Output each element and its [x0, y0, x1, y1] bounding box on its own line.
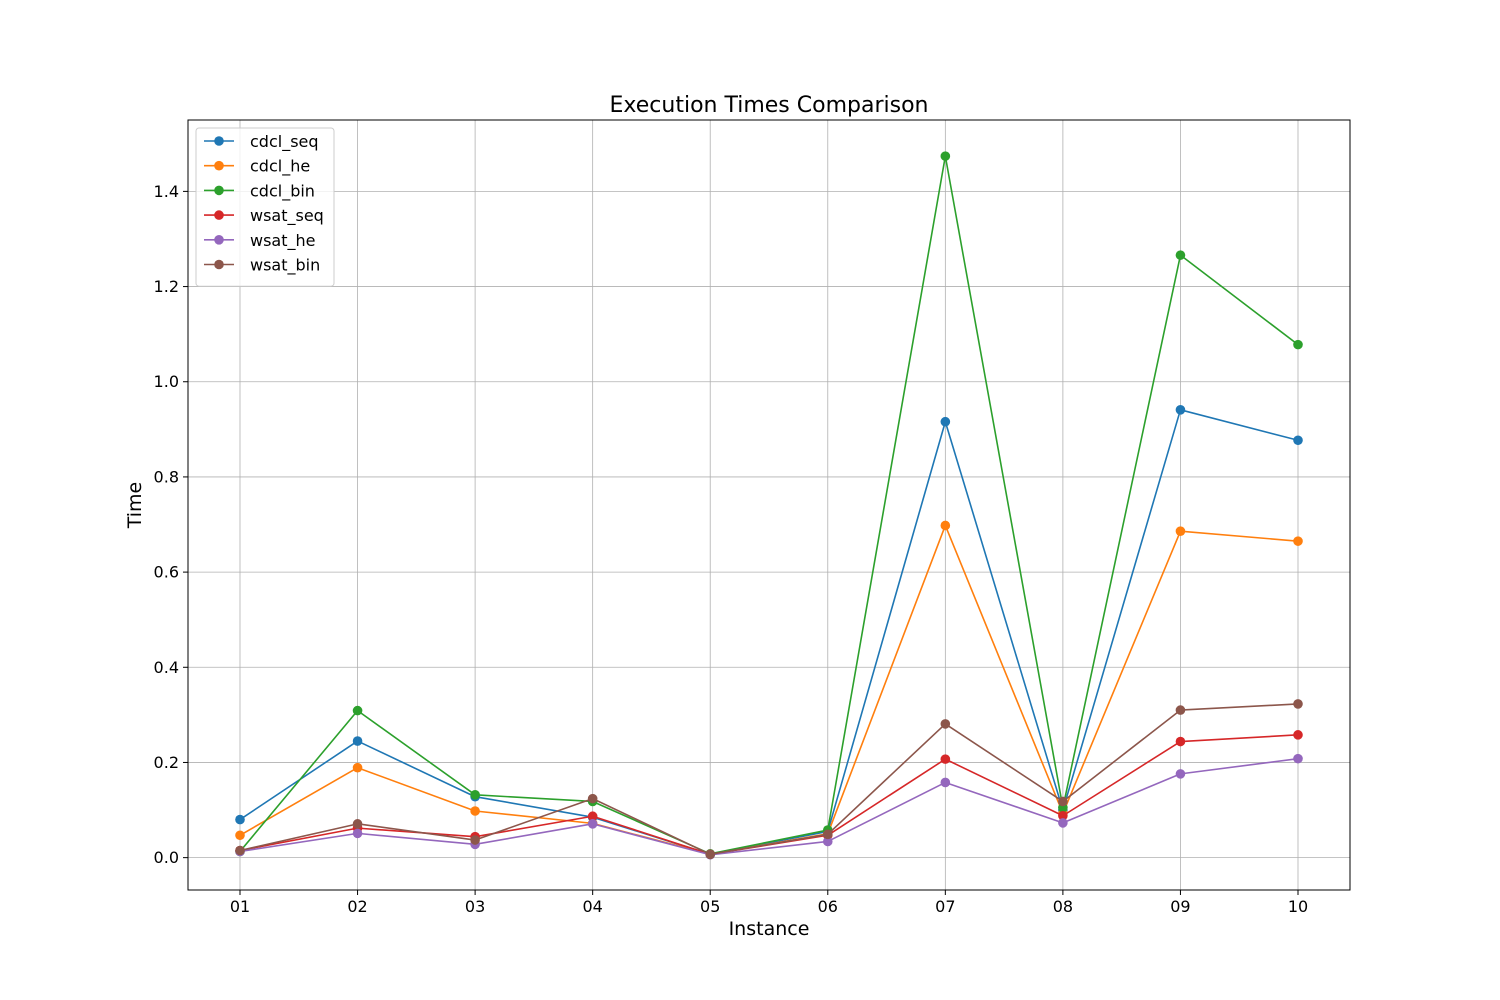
x-tick-label: 02	[347, 897, 367, 916]
data-point-cdcl_seq	[940, 416, 951, 427]
data-point-wsat_seq	[1175, 736, 1186, 747]
axis-ticks: 01 02 03 04 05 06 07 08 09 10 0.0 0.2 0.4 0.6 0.8 1.0 1.…	[154, 182, 1309, 916]
data-point-wsat_he	[940, 777, 951, 788]
data-point-wsat_bin	[705, 849, 716, 860]
data-point-wsat_bin	[940, 719, 951, 729]
data-point-cdcl_he	[940, 520, 951, 531]
legend-label-wsat_bin: wsat_bin	[250, 256, 320, 276]
x-tick-label: 05	[700, 897, 720, 916]
x-tick-label: 04	[582, 897, 602, 916]
legend-label-cdcl_seq: cdcl_seq	[250, 132, 319, 152]
legend-marker-wsat_bin	[214, 259, 224, 270]
data-point-wsat_he	[1175, 769, 1186, 779]
plot-frame	[187, 119, 1351, 891]
data-point-cdcl_bin	[352, 705, 363, 716]
data-point-cdcl_seq	[1175, 405, 1186, 415]
data-point-cdcl_seq	[352, 736, 363, 746]
x-tick-label: 03	[465, 897, 485, 916]
data-point-cdcl_bin	[470, 790, 480, 800]
data-point-wsat_seq	[940, 754, 951, 764]
data-point-cdcl_seq	[235, 814, 245, 825]
legend-marker-cdcl_seq	[214, 136, 224, 146]
series-line-wsat_he	[239, 757, 1299, 856]
data-point-cdcl_bin	[940, 151, 951, 161]
series-layer	[235, 151, 1303, 860]
x-tick-label: 01	[230, 897, 250, 916]
x-tick-label: 09	[1170, 897, 1190, 916]
legend-label-wsat_he: wsat_he	[250, 231, 315, 251]
legend-marker-wsat_he	[214, 235, 224, 245]
y-tick-label: 0.2	[154, 753, 179, 772]
data-point-wsat_bin	[352, 819, 363, 829]
data-point-cdcl_he	[470, 806, 480, 816]
data-point-wsat_bin	[1293, 699, 1303, 709]
x-tick-label: 10	[1288, 897, 1308, 916]
x-tick-label: 08	[1053, 897, 1073, 916]
series-line-cdcl_bin	[239, 155, 1299, 855]
data-point-cdcl_he	[235, 830, 245, 841]
data-point-wsat_bin	[470, 835, 480, 845]
x-axis-label: Instance	[729, 918, 810, 940]
data-point-wsat_he	[822, 836, 833, 847]
y-tick-label: 0.4	[154, 658, 179, 677]
legend-label-cdcl_he: cdcl_he	[250, 157, 310, 177]
legend-label-cdcl_bin: cdcl_bin	[250, 181, 315, 201]
data-point-wsat_seq	[587, 811, 598, 822]
data-point-wsat_he	[1058, 818, 1068, 828]
y-axis-label: Time	[124, 482, 146, 530]
series-wsat_bin	[235, 699, 1303, 860]
legend-marker-wsat_seq	[214, 210, 224, 220]
legend-label-wsat_seq: wsat_seq	[250, 206, 324, 226]
legend-marker-cdcl_bin	[214, 185, 224, 196]
data-point-cdcl_he	[1175, 526, 1186, 536]
y-tick-label: 0.0	[154, 848, 179, 867]
data-point-wsat_seq	[1293, 730, 1303, 740]
data-point-cdcl_he	[352, 762, 363, 773]
chart-title: Execution Times Comparison	[610, 93, 929, 118]
grid-lines	[188, 120, 1350, 890]
data-point-cdcl_seq	[1293, 435, 1303, 446]
data-point-cdcl_bin	[1175, 250, 1186, 260]
data-point-wsat_he	[587, 819, 598, 829]
data-point-cdcl_he	[1293, 536, 1303, 546]
series-line-cdcl_seq	[239, 409, 1299, 856]
y-tick-label: 0.6	[154, 563, 179, 582]
y-tick-label: 0.8	[154, 467, 179, 486]
y-tick-label: 1.2	[154, 277, 179, 296]
legend: cdcl_seq cdcl_he cdcl_bin wsat_seq wsat_hews…	[195, 127, 335, 287]
data-point-wsat_bin	[235, 845, 245, 856]
legend-box	[195, 127, 335, 287]
x-tick-label: 06	[818, 897, 838, 916]
data-point-wsat_bin	[1175, 705, 1186, 715]
data-point-wsat_bin	[587, 793, 598, 804]
data-point-wsat_bin	[822, 829, 833, 840]
data-point-wsat_he	[1293, 753, 1303, 764]
data-point-wsat_he	[352, 828, 363, 839]
legend-marker-cdcl_he	[214, 160, 224, 171]
x-tick-label: 07	[935, 897, 955, 916]
y-tick-label: 1.0	[154, 372, 179, 391]
data-point-wsat_seq	[1058, 810, 1068, 821]
data-point-wsat_bin	[1058, 796, 1068, 807]
y-tick-label: 1.4	[154, 182, 179, 201]
data-point-cdcl_bin	[1293, 339, 1303, 350]
series-line-wsat_bin	[239, 703, 1299, 856]
